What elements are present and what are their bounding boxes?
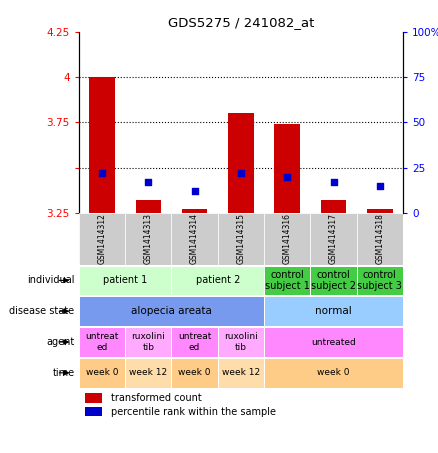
Bar [171,265,264,295]
Text: percentile rank within the sample: percentile rank within the sample [111,407,276,417]
Text: control
subject 1: control subject 1 [265,270,310,291]
Text: GSM1414317: GSM1414317 [329,213,338,265]
Text: GSM1414313: GSM1414313 [144,213,153,265]
Bar [136,200,161,213]
Text: week 12: week 12 [222,368,260,377]
Bar [79,358,125,388]
Bar [171,358,218,388]
Text: GSM1414316: GSM1414316 [283,213,292,265]
Point [376,182,383,189]
Text: untreat
ed: untreat ed [178,333,211,352]
Bar [125,327,171,357]
Text: week 0: week 0 [86,368,118,377]
Bar [228,113,254,213]
Text: control
subject 2: control subject 2 [311,270,356,291]
Point [330,178,337,186]
Bar [264,213,311,265]
Bar [85,407,102,416]
Bar [182,209,207,213]
Text: disease state: disease state [9,306,74,316]
Bar [218,213,264,265]
Text: ruxolini
tib: ruxolini tib [131,333,165,352]
Bar [125,213,171,265]
Text: time: time [52,368,74,378]
Bar [264,296,403,326]
Point [145,178,152,186]
Bar [264,358,403,388]
Text: week 0: week 0 [178,368,211,377]
Bar [264,265,311,295]
Bar [218,358,264,388]
Text: individual: individual [27,275,74,285]
Point [99,169,106,177]
Bar [79,296,264,326]
Text: ruxolini
tib: ruxolini tib [224,333,258,352]
Text: untreat
ed: untreat ed [85,333,119,352]
Text: control
subject 3: control subject 3 [357,270,402,291]
Bar [79,213,125,265]
Text: untreated: untreated [311,337,356,347]
Point [191,188,198,195]
Bar [171,327,218,357]
Bar [171,213,218,265]
Text: alopecia areata: alopecia areata [131,306,212,316]
Text: patient 1: patient 1 [103,275,147,285]
Bar [264,327,403,357]
Bar [321,200,346,213]
Text: normal: normal [315,306,352,316]
Text: week 0: week 0 [317,368,350,377]
Text: GSM1414315: GSM1414315 [237,213,245,265]
Title: GDS5275 / 241082_at: GDS5275 / 241082_at [168,16,314,29]
Bar [357,213,403,265]
Text: week 12: week 12 [129,368,167,377]
Text: transformed count: transformed count [111,393,202,403]
Bar [125,358,171,388]
Bar [367,209,392,213]
Point [237,169,244,177]
Point [284,173,291,180]
Text: GSM1414314: GSM1414314 [190,213,199,265]
Bar [311,265,357,295]
Text: GSM1414312: GSM1414312 [98,213,106,265]
Text: agent: agent [46,337,74,347]
Bar [218,327,264,357]
Bar [89,77,115,213]
Bar [79,265,171,295]
Text: GSM1414318: GSM1414318 [375,213,384,265]
Bar [357,265,403,295]
Bar [275,124,300,213]
Text: patient 2: patient 2 [195,275,240,285]
Bar [85,393,102,403]
Bar [311,213,357,265]
Bar [79,327,125,357]
